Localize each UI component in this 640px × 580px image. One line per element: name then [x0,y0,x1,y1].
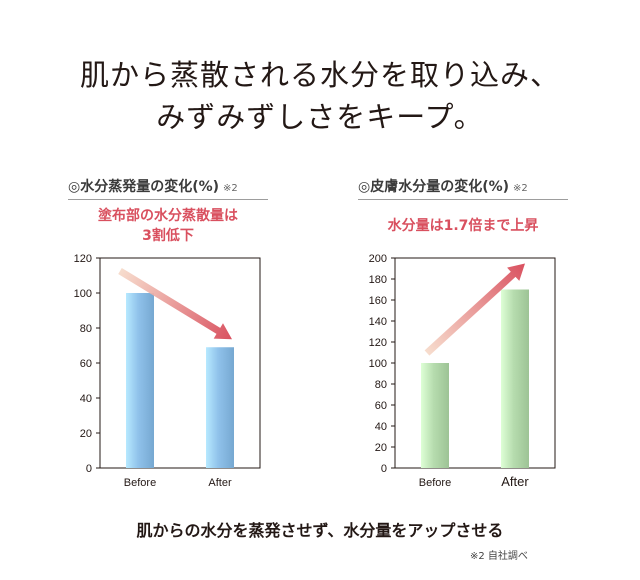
category-label-after: After [501,474,529,489]
chart-1-note: ※2 [223,183,238,194]
y-tick-label: 80 [80,323,92,335]
chart-2-title-text: ◎皮膚水分量の変化(%) [358,179,510,195]
y-tick-label: 100 [74,288,92,300]
chart-1-annotation-line-2: 3割低下 [142,228,194,244]
chart-1-frame [99,257,261,469]
y-tick-label: 100 [369,358,387,370]
bar-before [421,363,449,468]
y-tick-label: 140 [369,316,387,328]
chart-1-annotation-line-1: 塗布部の水分蒸散量は [98,208,238,224]
y-tick-label: 40 [375,421,387,433]
y-tick-label: 40 [80,393,92,405]
chart-2-annotation: 水分量は1.7倍まで上昇 [358,216,568,236]
y-tick-label: 120 [74,253,92,265]
y-tick-label: 20 [375,442,387,454]
bar-after [501,289,529,468]
y-tick-label: 160 [369,295,387,307]
source-note: ※2 自社調べ [470,551,528,562]
chart-1-plot: 0 20 40 60 80 100 120 Before After [74,253,261,489]
y-tick-label: 0 [381,463,387,475]
category-label-before: Before [124,477,156,489]
headline-line-1: 肌から蒸散される水分を取り込み、 [79,58,560,92]
y-tick-label: 200 [369,253,387,265]
chart-1-title-text: ◎水分蒸発量の変化(%) [68,179,220,195]
chart-2-note: ※2 [513,183,528,194]
y-tick-label: 180 [369,274,387,286]
footer-caption: 肌からの水分を蒸発させず、水分量をアップさせる [136,521,504,540]
category-label-before: Before [419,477,451,489]
y-tick-label: 20 [80,428,92,440]
category-label-after: After [208,477,232,489]
chart-2-title: ◎皮膚水分量の変化(%) ※2 [358,176,568,200]
bar-before [126,293,154,468]
y-tick-label: 60 [80,358,92,370]
y-tick-label: 80 [375,379,387,391]
y-tick-label: 0 [86,463,92,475]
y-tick-label: 120 [369,337,387,349]
chart-2-plot: 0 20 40 60 80 100 120 140 160 180 200 Before After [369,253,556,489]
chart-2-annotation-line-1: 水分量は1.7倍まで上昇 [387,218,539,234]
headline-line-2: みずみずしさをキープ。 [156,100,484,134]
y-tick-label: 60 [375,400,387,412]
chart-1-annotation: 塗布部の水分蒸散量は 3割低下 [68,206,268,246]
trend-arrow-icon [118,268,232,340]
trend-arrow-icon [424,263,525,356]
chart-2-frame [394,257,556,469]
bar-after [206,347,234,468]
chart-1-title: ◎水分蒸発量の変化(%) ※2 [68,176,268,200]
